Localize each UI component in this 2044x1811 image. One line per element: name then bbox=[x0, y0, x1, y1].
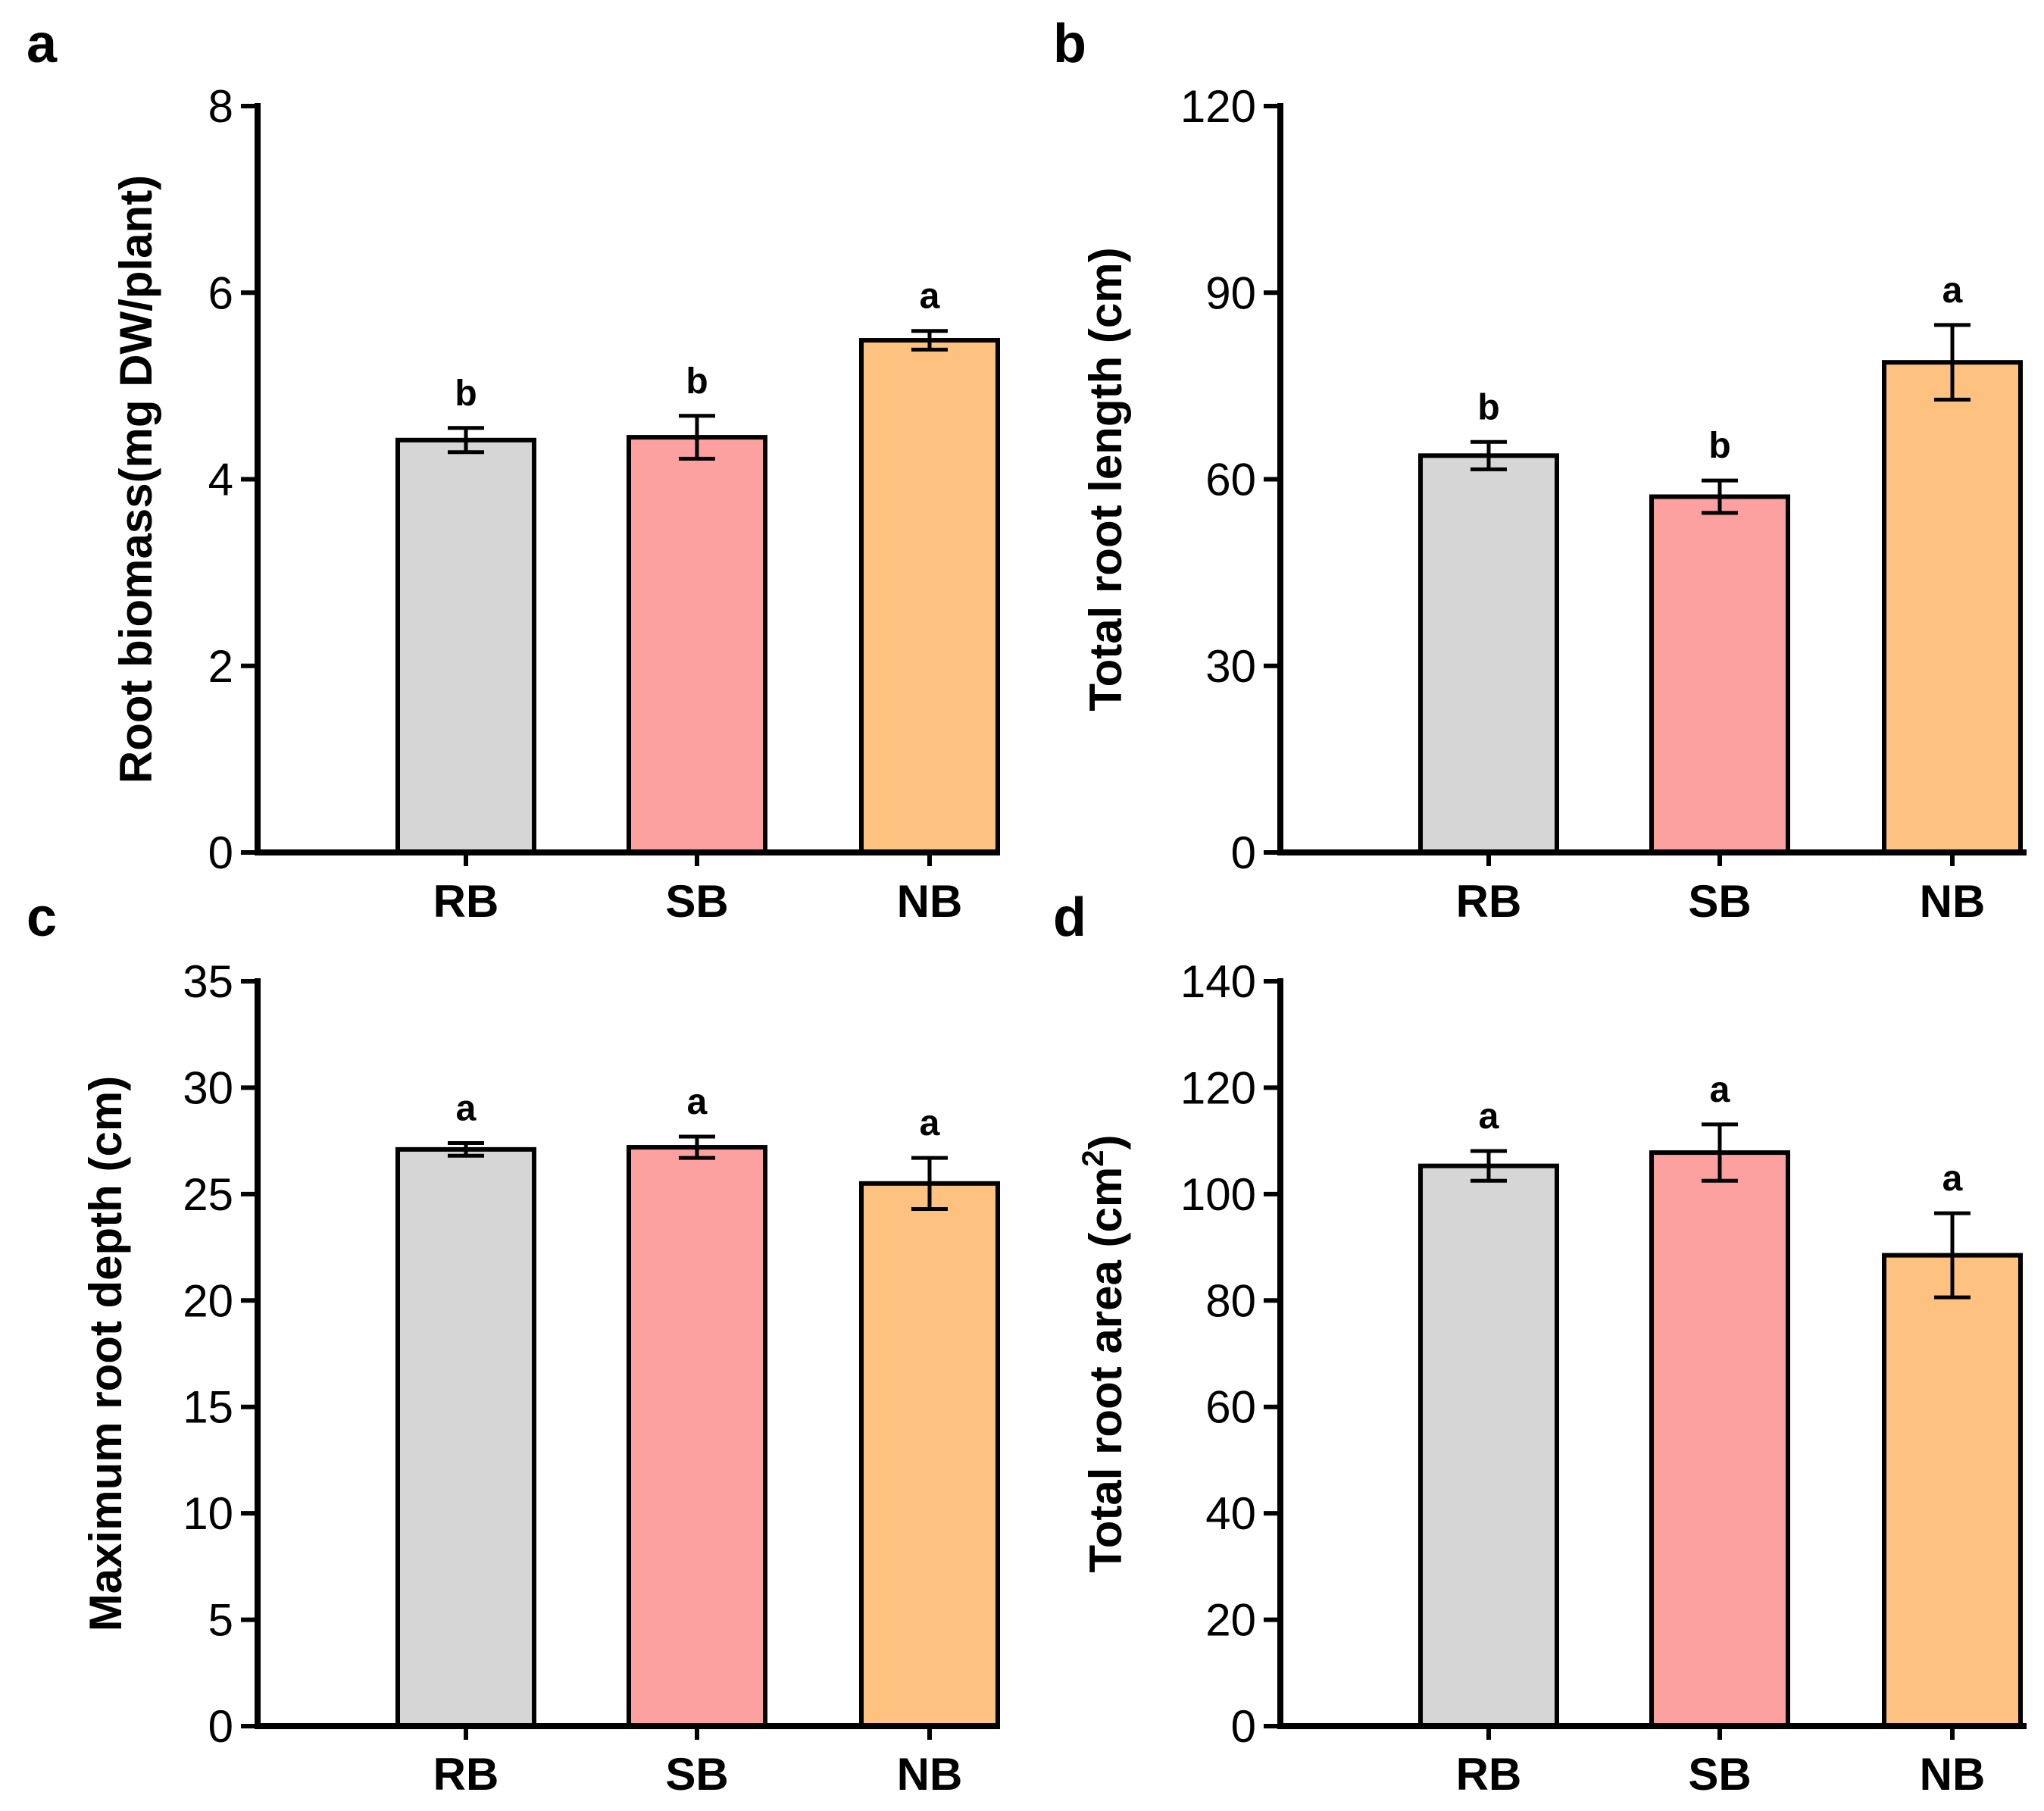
panel-letter: d bbox=[1053, 887, 1086, 948]
y-axis-title-text: Maximum root depth (cm) bbox=[80, 1076, 131, 1631]
significance-label: b bbox=[455, 374, 477, 414]
significance-label: a bbox=[1942, 271, 1963, 311]
bar-sb bbox=[627, 1145, 767, 1729]
significance-label: b bbox=[1477, 387, 1499, 427]
significance-label: b bbox=[686, 361, 708, 402]
x-tick-label: NB bbox=[1920, 1749, 1986, 1800]
bar-sb bbox=[627, 435, 767, 855]
y-axis-title-text: Root biomass(mg DW/plant) bbox=[111, 175, 161, 784]
significance-label: a bbox=[920, 1103, 940, 1143]
x-tick-label: SB bbox=[665, 1749, 728, 1800]
panel-b: b b RB b SB a NB 0 30 60 90 120 Total root length (c… bbox=[1053, 14, 2027, 927]
y-tick-label: 20 bbox=[183, 1275, 233, 1326]
y-axis-title-superscript: 2 bbox=[1077, 1150, 1110, 1167]
y-tick-label: 8 bbox=[208, 81, 233, 132]
y-tick-label: 60 bbox=[1205, 455, 1256, 505]
panel-letter: b bbox=[1053, 14, 1086, 74]
y-tick-label: 0 bbox=[208, 1701, 233, 1752]
x-tick-label: RB bbox=[1456, 1749, 1522, 1800]
x-tick-label: RB bbox=[433, 876, 499, 927]
y-axis-title: Maximum root depth (cm) bbox=[80, 1076, 131, 1631]
y-tick-label: 40 bbox=[1205, 1488, 1256, 1539]
y-tick-label: 6 bbox=[208, 267, 233, 318]
bar-nb bbox=[859, 338, 1000, 855]
x-tick-label: NB bbox=[897, 876, 963, 927]
y-tick-label: 0 bbox=[1231, 827, 1256, 878]
bar-rb bbox=[1418, 1163, 1559, 1728]
panel-d: d a RB a SB a NB 0 20 40 60 80 100 120 140 Total root a… bbox=[1053, 887, 2027, 1800]
y-axis-title-text: Total root length (cm) bbox=[1080, 247, 1131, 711]
x-tick-label: SB bbox=[1688, 1749, 1751, 1800]
x-tick-label: RB bbox=[433, 1749, 499, 1800]
bar-sb bbox=[1649, 494, 1790, 855]
y-tick-label: 15 bbox=[183, 1382, 233, 1433]
y-tick-label: 30 bbox=[183, 1062, 233, 1113]
y-tick-label: 35 bbox=[183, 956, 233, 1007]
y-axis-title-tail: ) bbox=[1080, 1135, 1131, 1150]
bar-rb bbox=[395, 1146, 536, 1729]
y-tick-label: 4 bbox=[208, 455, 233, 505]
bar-rb bbox=[395, 437, 536, 855]
panel-letter: a bbox=[27, 14, 58, 74]
y-tick-label: 90 bbox=[1205, 267, 1256, 318]
y-tick-label: 100 bbox=[1180, 1169, 1256, 1220]
x-tick-label: RB bbox=[1456, 876, 1522, 927]
significance-label: a bbox=[687, 1082, 708, 1122]
y-tick-label: 120 bbox=[1180, 1062, 1256, 1113]
y-axis-title: Root biomass(mg DW/plant) bbox=[111, 175, 161, 784]
y-tick-label: 5 bbox=[208, 1595, 233, 1646]
y-tick-label: 30 bbox=[1205, 641, 1256, 692]
y-tick-label: 0 bbox=[1231, 1701, 1256, 1752]
significance-label: a bbox=[1942, 1159, 1963, 1199]
y-tick-label: 25 bbox=[183, 1169, 233, 1220]
x-tick-label: SB bbox=[665, 876, 728, 927]
y-tick-label: 20 bbox=[1205, 1595, 1256, 1646]
significance-label: b bbox=[1708, 426, 1730, 466]
significance-label: a bbox=[1710, 1070, 1730, 1110]
y-tick-label: 10 bbox=[183, 1488, 233, 1539]
y-tick-label: 2 bbox=[208, 641, 233, 692]
y-axis-title: Total root area (cm2) bbox=[1077, 1135, 1131, 1573]
bar-rb bbox=[1418, 453, 1559, 855]
significance-label: a bbox=[920, 277, 940, 317]
panel-c: c a RB a SB a NB 0 5 10 15 20 25 30 35 Maximum root dep… bbox=[27, 887, 1000, 1800]
panel-letter: c bbox=[27, 887, 57, 948]
bar-sb bbox=[1649, 1150, 1790, 1728]
x-tick-label: NB bbox=[1920, 876, 1986, 927]
y-tick-label: 120 bbox=[1180, 81, 1256, 132]
x-tick-label: SB bbox=[1688, 876, 1751, 927]
y-tick-label: 140 bbox=[1180, 956, 1256, 1007]
significance-label: a bbox=[456, 1088, 477, 1128]
bar-nb bbox=[1882, 360, 2023, 855]
y-axis-title-text: Total root area (cm bbox=[1080, 1167, 1131, 1573]
bar-nb bbox=[859, 1181, 1000, 1729]
y-axis-title: Total root length (cm) bbox=[1080, 247, 1131, 711]
y-tick-label: 0 bbox=[208, 827, 233, 878]
x-tick-label: NB bbox=[897, 1749, 963, 1800]
panel-a: a b RB b SB a NB 0 2 4 6 8 Root biomass(mg DW/plant) bbox=[27, 14, 1000, 927]
y-tick-label: 80 bbox=[1205, 1275, 1256, 1326]
bar-nb bbox=[1882, 1253, 2023, 1728]
significance-label: a bbox=[1479, 1096, 1499, 1137]
y-tick-label: 60 bbox=[1205, 1382, 1256, 1433]
